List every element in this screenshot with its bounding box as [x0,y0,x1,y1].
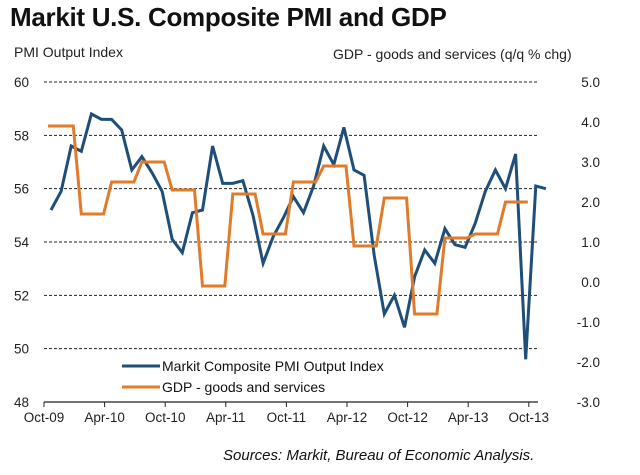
left-tick-label: 56 [14,182,29,197]
x-tick-label: Apr-11 [206,410,246,425]
legend-label-gdp: GDP - goods and services [162,379,325,395]
legend-label-pmi: Markit Composite PMI Output Index [162,358,384,374]
right-tick-label: 0.0 [581,275,600,290]
x-tick-label: Apr-13 [448,410,489,425]
left-axis-label: PMI Output Index [14,44,123,60]
left-tick-label: 48 [14,395,29,410]
left-tick-label: 52 [14,288,29,303]
right-tick-label: 3.0 [581,155,600,170]
x-tick-label: Oct-09 [24,410,65,425]
x-tick-label: Apr-10 [84,410,125,425]
source-note: Sources: Markit, Bureau of Economic Anal… [223,447,535,464]
left-tick-label: 60 [14,75,29,90]
gdp-series-line [48,124,528,316]
right-tick-label: -3.0 [577,395,600,410]
x-tick-label: Oct-12 [387,410,428,425]
right-tick-label: -1.0 [577,315,600,330]
right-tick-label: 4.0 [581,115,600,130]
chart-title: Markit U.S. Composite PMI and GDP [10,2,447,32]
left-tick-label: 58 [14,128,29,143]
pmi-series-line [49,111,547,360]
right-tick-label: -2.0 [577,355,600,370]
x-tick-label: Oct-11 [267,410,307,425]
right-tick-label: 1.0 [581,235,600,250]
right-tick-label: 2.0 [581,195,600,210]
right-tick-label: 5.0 [581,75,600,90]
x-tick-label: Oct-10 [145,410,186,425]
left-tick-label: 54 [14,235,30,250]
x-tick-label: Oct-13 [509,410,550,425]
x-tick-label: Apr-12 [327,410,368,425]
right-axis-label: GDP - goods and services (q/q % chg) [333,46,572,62]
left-tick-label: 50 [14,342,29,357]
